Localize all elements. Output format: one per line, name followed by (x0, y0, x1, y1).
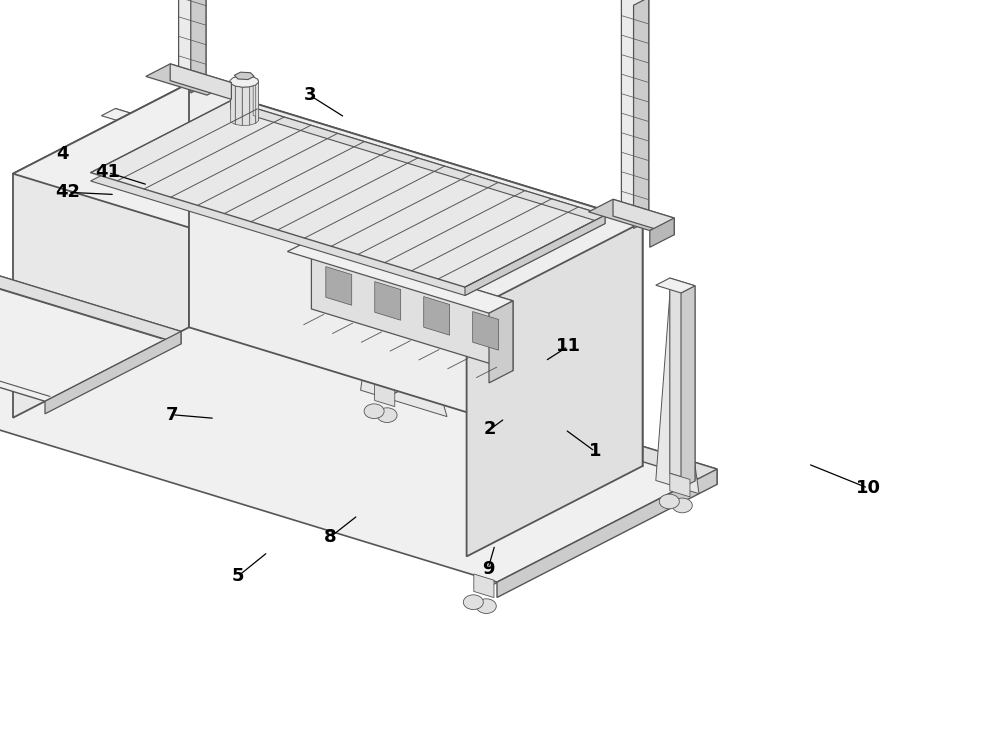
Text: 42: 42 (56, 184, 80, 201)
Polygon shape (179, 0, 206, 85)
Text: 4: 4 (56, 145, 68, 163)
Polygon shape (13, 83, 643, 313)
Polygon shape (460, 379, 499, 393)
Polygon shape (250, 85, 256, 125)
Polygon shape (361, 203, 447, 417)
Text: 41: 41 (96, 164, 120, 181)
Polygon shape (231, 84, 235, 124)
Polygon shape (101, 109, 141, 123)
Polygon shape (681, 286, 695, 488)
Text: 3: 3 (304, 87, 316, 104)
Polygon shape (361, 188, 400, 203)
Polygon shape (0, 228, 181, 344)
Polygon shape (670, 278, 695, 481)
Polygon shape (386, 195, 400, 398)
Circle shape (118, 329, 138, 344)
Polygon shape (253, 77, 258, 117)
Polygon shape (311, 239, 513, 371)
Text: 5: 5 (232, 567, 244, 585)
Text: 8: 8 (324, 528, 336, 546)
Polygon shape (234, 72, 254, 79)
Polygon shape (473, 311, 499, 350)
Polygon shape (474, 574, 494, 597)
Polygon shape (465, 215, 605, 296)
Circle shape (364, 404, 384, 418)
Polygon shape (621, 0, 649, 220)
Polygon shape (424, 297, 450, 335)
Polygon shape (230, 76, 259, 87)
Polygon shape (45, 332, 181, 414)
Polygon shape (656, 290, 699, 494)
Polygon shape (589, 200, 674, 230)
Polygon shape (115, 109, 141, 311)
Polygon shape (489, 301, 513, 383)
Polygon shape (656, 278, 695, 293)
Polygon shape (91, 109, 605, 296)
Circle shape (476, 599, 496, 614)
Polygon shape (0, 282, 717, 582)
Polygon shape (231, 101, 605, 224)
Polygon shape (127, 116, 141, 319)
Polygon shape (242, 87, 250, 126)
Polygon shape (613, 200, 674, 235)
Text: 9: 9 (482, 560, 494, 578)
Polygon shape (191, 0, 206, 93)
Polygon shape (650, 218, 674, 247)
Polygon shape (115, 304, 136, 327)
Polygon shape (101, 123, 173, 333)
Polygon shape (467, 222, 643, 556)
Circle shape (672, 498, 692, 513)
Polygon shape (485, 387, 499, 589)
Polygon shape (497, 469, 717, 597)
Circle shape (463, 595, 483, 609)
Circle shape (659, 494, 679, 509)
Polygon shape (0, 228, 181, 401)
Polygon shape (670, 473, 690, 497)
Polygon shape (146, 64, 231, 95)
Polygon shape (634, 0, 649, 228)
Polygon shape (189, 83, 643, 466)
Polygon shape (474, 379, 499, 581)
Polygon shape (170, 64, 231, 99)
Polygon shape (235, 86, 242, 126)
Polygon shape (375, 282, 401, 320)
Polygon shape (326, 266, 352, 305)
Text: 2: 2 (484, 421, 496, 438)
Text: 11: 11 (556, 338, 580, 355)
Polygon shape (256, 82, 259, 123)
Polygon shape (105, 282, 717, 484)
Polygon shape (287, 239, 513, 313)
Circle shape (105, 324, 125, 339)
Text: 10: 10 (856, 479, 881, 497)
Circle shape (377, 408, 397, 423)
Polygon shape (375, 383, 395, 407)
Text: 1: 1 (589, 443, 601, 460)
Polygon shape (375, 188, 400, 390)
Polygon shape (13, 83, 189, 418)
Text: 7: 7 (166, 406, 178, 424)
Polygon shape (91, 101, 605, 287)
